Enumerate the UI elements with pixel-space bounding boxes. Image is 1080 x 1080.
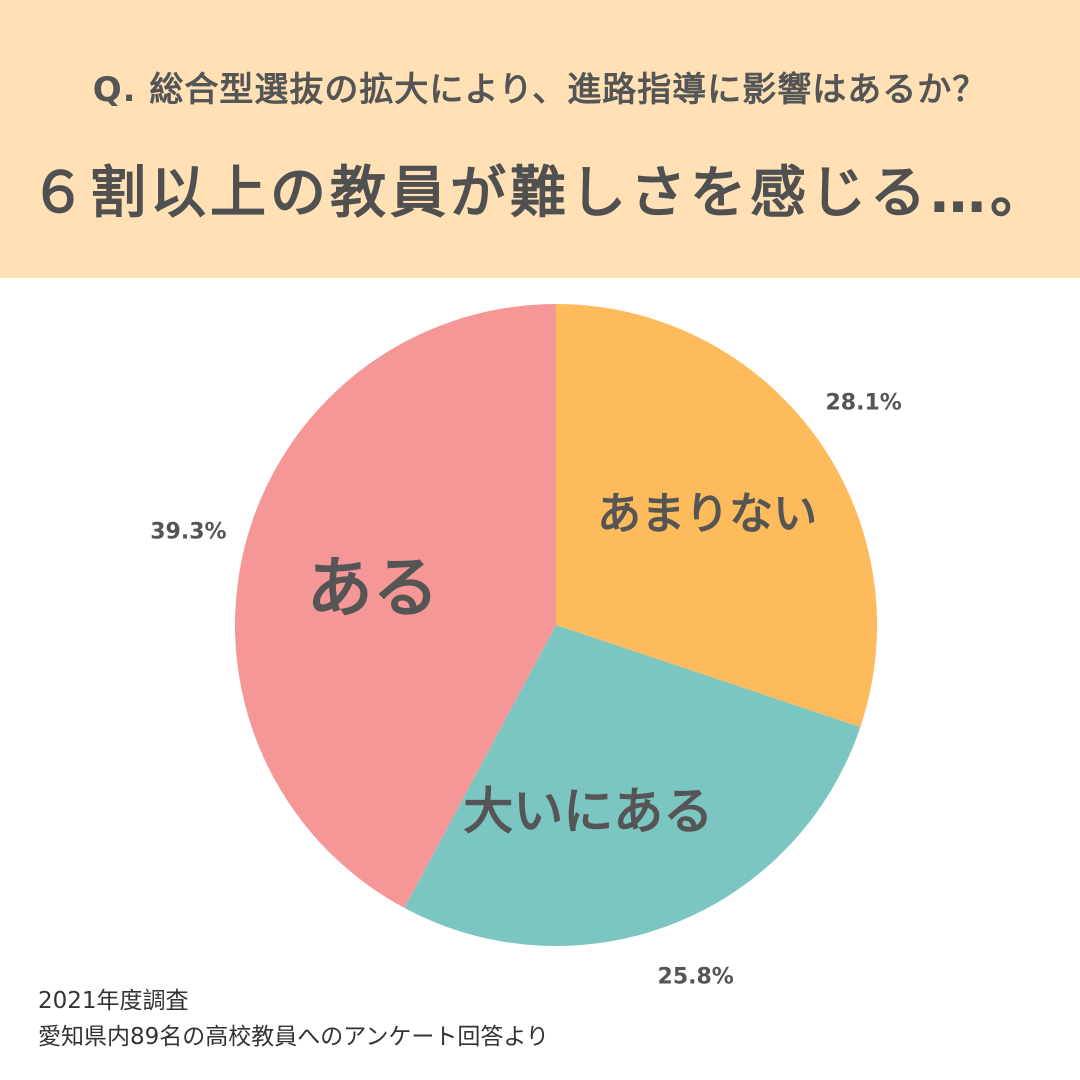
headline-text: ６割以上の教員が難しさを感じる…。 [30, 161, 1050, 226]
slice-label: ある [307, 549, 439, 626]
survey-source: 愛知県内89名の高校教員へのアンケート回答より [38, 1024, 549, 1050]
survey-year: 2021年度調査 [38, 988, 189, 1014]
slice-value-label: 39.3% [150, 520, 226, 545]
source-note: 2021年度調査 愛知県内89名の高校教員へのアンケート回答より [38, 983, 549, 1055]
slice-label: あまりない [597, 488, 817, 539]
header-banner: Q. 総合型選抜の拡大により、進路指導に影響はあるか？ ６割以上の教員が難しさを… [0, 0, 1080, 278]
pie-slice [404, 625, 861, 946]
slice-label: 大いにある [463, 782, 713, 840]
slice-value-label: 25.8% [658, 964, 734, 989]
pie-slice [556, 304, 878, 728]
question-text: Q. 総合型選抜の拡大により、進路指導に影響はあるか？ [92, 70, 988, 110]
pie-slice [234, 303, 556, 908]
slice-value-label: 28.1% [826, 391, 902, 416]
